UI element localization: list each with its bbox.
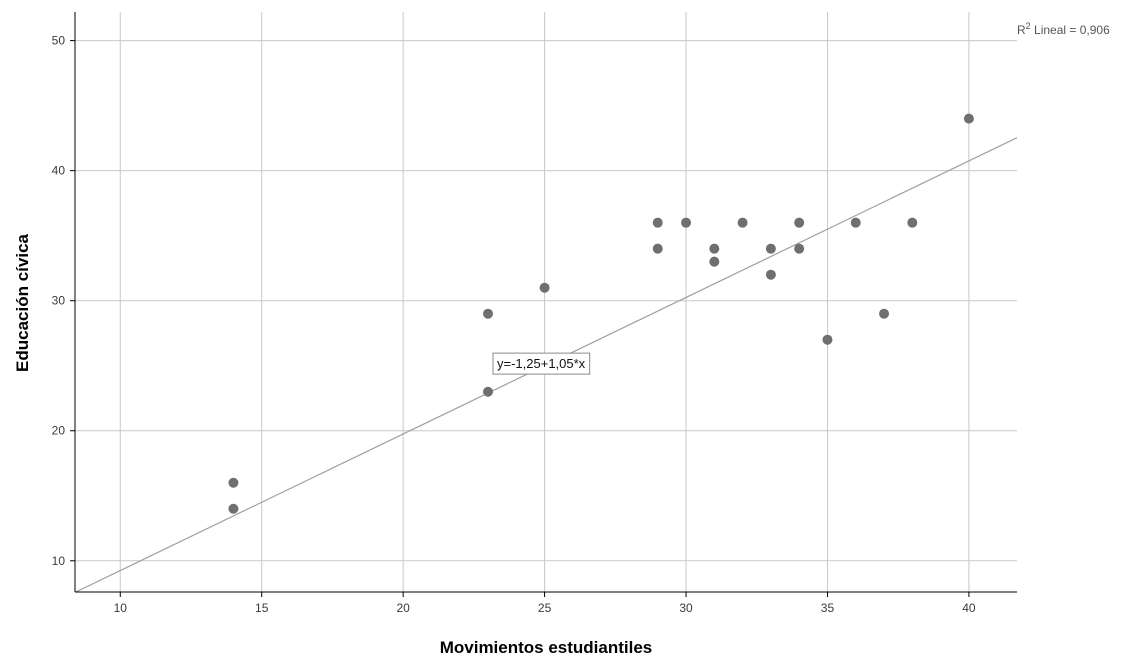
y-tick-label: 40 [52,164,66,178]
r-squared-superscript: 2 [1026,21,1031,31]
data-point [539,282,550,293]
data-point [681,217,692,228]
y-tick-label: 20 [52,424,66,438]
x-tick-label: 15 [255,601,269,615]
data-point [652,243,663,254]
x-tick-label: 35 [821,601,835,615]
x-tick-label: 10 [114,601,128,615]
data-point [737,217,748,228]
data-point [709,243,720,254]
data-point [822,334,833,345]
x-tick-label: 20 [396,601,410,615]
data-point [483,386,494,397]
data-point [879,308,890,319]
axes [70,12,1017,597]
r-squared-prefix: R [1017,23,1026,37]
y-tick-label: 30 [52,294,66,308]
y-tick-label: 10 [52,554,66,568]
data-point [765,269,776,280]
y-axis-title: Educación cívica [13,233,32,371]
x-tick-label: 25 [538,601,552,615]
grid-lines [75,12,1017,592]
data-point [907,217,918,228]
x-tick-label: 30 [679,601,693,615]
x-tick-labels: 10 15 20 25 30 35 40 [114,601,976,615]
y-tick-label: 50 [52,34,66,48]
data-point [794,243,805,254]
data-point [765,243,776,254]
equation-label: y=-1,25+1,05*x [497,356,586,371]
r-squared-text: Lineal = 0,906 [1031,23,1110,37]
data-point [794,217,805,228]
data-point [963,113,974,124]
data-point [228,503,239,514]
data-points [228,113,974,514]
data-point [483,308,494,319]
equation-box-frame [492,352,591,375]
r-squared-label: R2 Lineal = 0,906 [1017,21,1110,37]
data-point [709,256,720,267]
data-point [850,217,861,228]
x-axis-title: Movimientos estudiantiles [440,638,653,657]
x-tick-label: 40 [962,601,976,615]
equation-box: y=-1,25+1,05*x [492,352,591,375]
y-tick-labels: 10 20 30 40 50 [52,34,66,568]
data-point [652,217,663,228]
data-point [228,477,239,488]
